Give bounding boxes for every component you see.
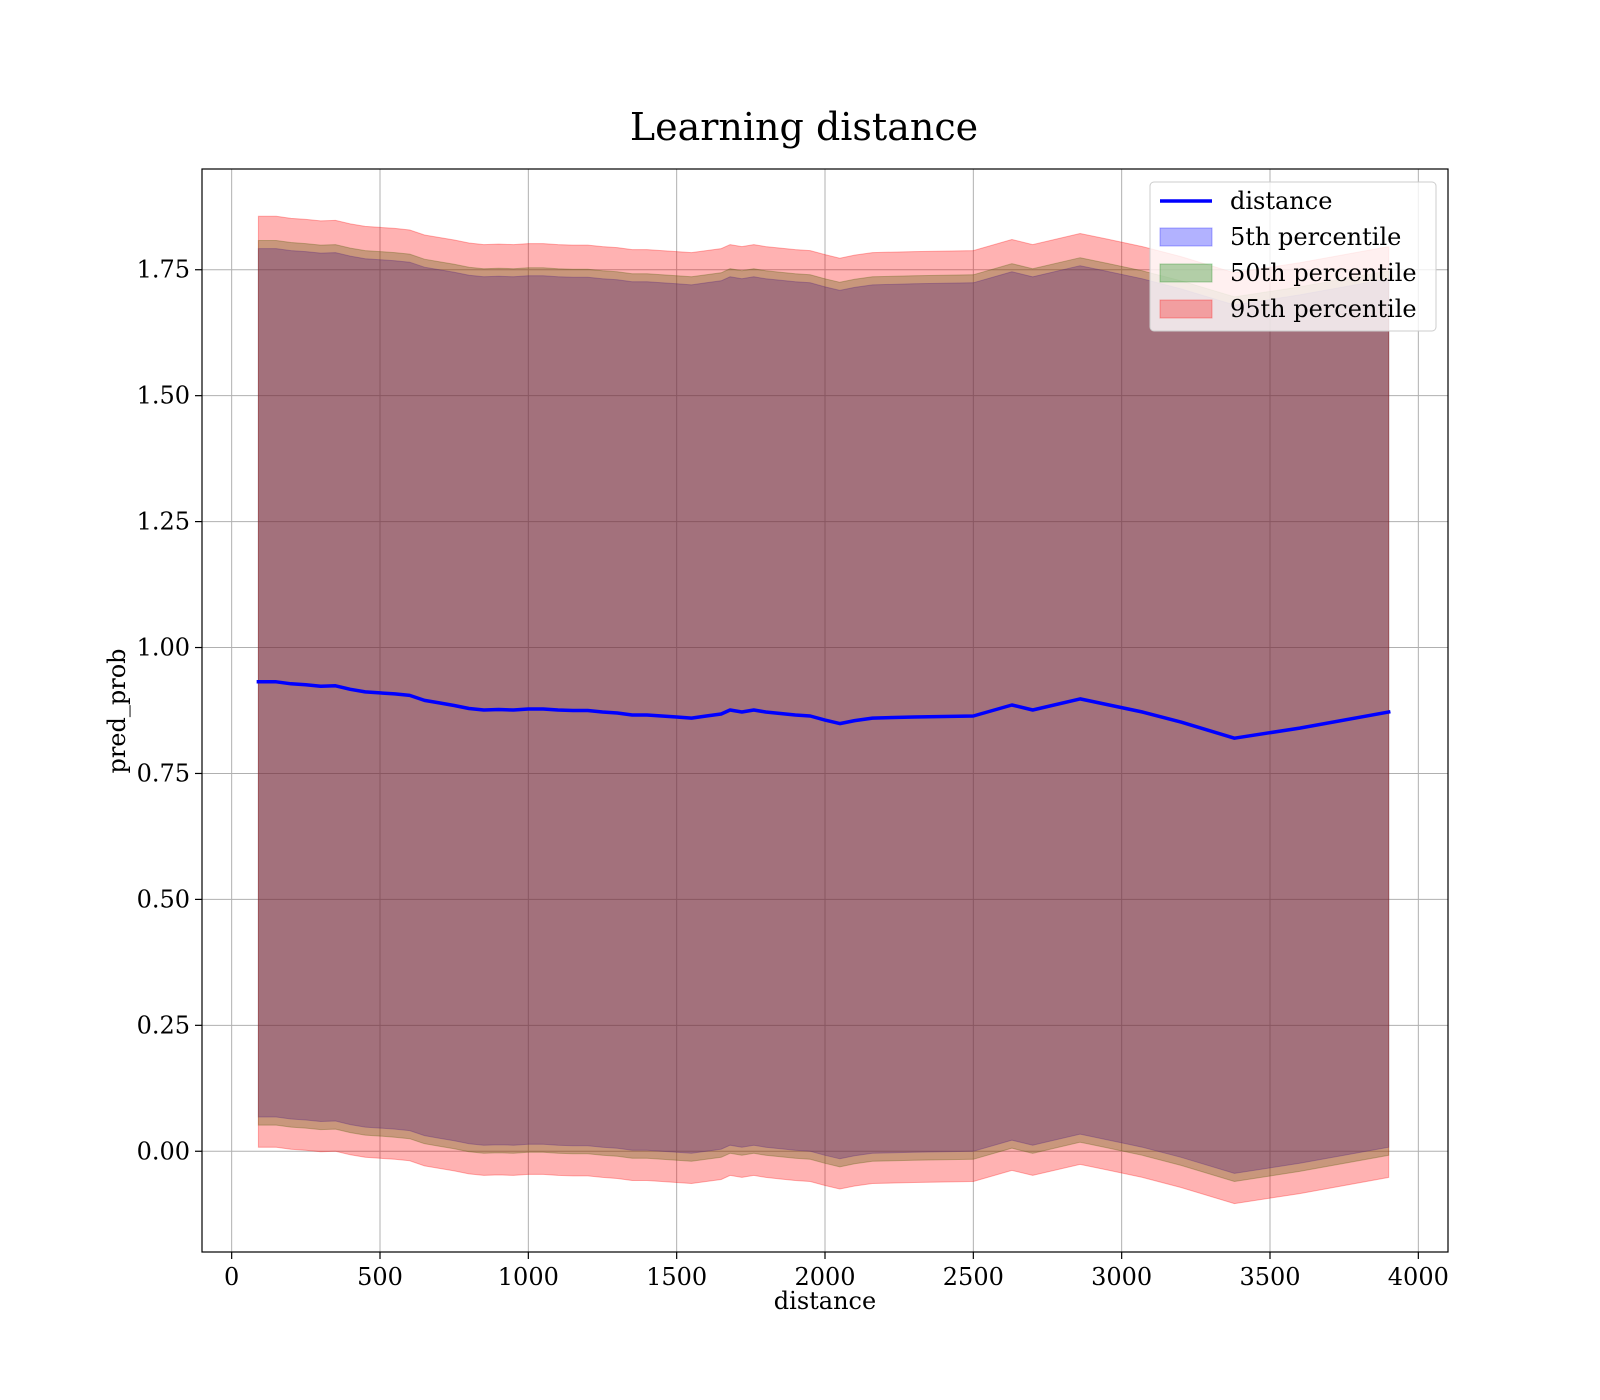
- legend: distance 5th percentile 50th percentile …: [1149, 181, 1437, 332]
- x-tick-label: 3500: [1239, 1263, 1300, 1291]
- legend-label-95th-percentile: 95th percentile: [1230, 295, 1417, 323]
- line-distance: [256, 680, 1391, 740]
- percentile-bands: [257, 215, 1390, 1205]
- legend-label-50th-percentile: 50th percentile: [1230, 259, 1417, 287]
- x-axis-label: distance: [774, 1287, 876, 1315]
- y-tick-label: 0.50: [137, 885, 190, 913]
- legend-swatch-5th-percentile: [1159, 227, 1213, 247]
- chart-title: Learning distance: [630, 105, 978, 149]
- band-5th-percentile: [257, 248, 1390, 1174]
- y-tick-label: 0.75: [137, 759, 190, 787]
- x-tick-label: 0: [224, 1263, 239, 1291]
- y-tick-label: 1.25: [137, 508, 190, 536]
- y-tick-label: 1.50: [137, 382, 190, 410]
- x-tick-label: 1500: [646, 1263, 707, 1291]
- legend-swatch-50th-percentile: [1159, 263, 1213, 283]
- band-50th-percentile: [257, 240, 1390, 1183]
- legend-swatch-95th-percentile: [1159, 299, 1213, 319]
- y-tick-label: 0.25: [137, 1011, 190, 1039]
- legend-frame: [1149, 181, 1437, 332]
- series-lines: [256, 680, 1391, 740]
- axis-ticks: 0 500 1000 1500 2000 2500 3000 3500 4000 0.00 0.25…: [137, 256, 1449, 1291]
- y-tick-label: 1.00: [137, 634, 190, 662]
- grid: [202, 169, 1448, 1252]
- legend-label-5th-percentile: 5th percentile: [1230, 223, 1401, 251]
- x-tick-label: 2500: [943, 1263, 1004, 1291]
- y-axis-label: pred_prob: [103, 648, 131, 773]
- x-tick-label: 1000: [498, 1263, 559, 1291]
- y-tick-label: 0.00: [137, 1137, 190, 1165]
- x-tick-label: 500: [357, 1263, 403, 1291]
- x-tick-label: 3000: [1091, 1263, 1152, 1291]
- band-95th-percentile: [257, 215, 1390, 1205]
- x-tick-label: 4000: [1388, 1263, 1449, 1291]
- y-tick-label: 1.75: [137, 256, 190, 284]
- x-tick-label: 2000: [794, 1263, 855, 1291]
- legend-label-distance: distance: [1230, 187, 1332, 215]
